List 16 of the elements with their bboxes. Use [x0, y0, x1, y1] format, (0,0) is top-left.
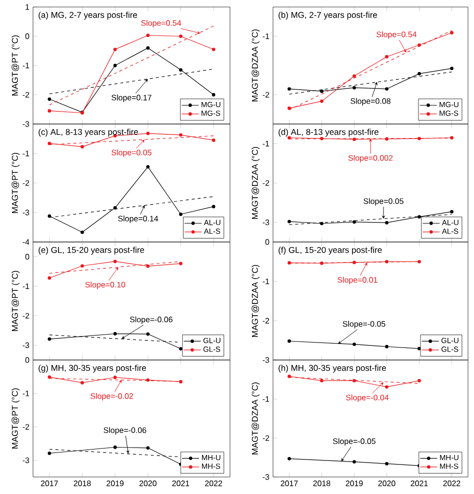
- text: (d) AL, 8-13 years post-fire: [278, 128, 378, 137]
- text: (c) AL, 8-13 years post-fire: [38, 128, 138, 137]
- text: (a) MG, 2-7 years post-fire: [38, 12, 138, 20]
- y-axis-title: MAGT@DZAA (°C): [252, 264, 260, 337]
- text: (f) GL, 15-20 years post-fire: [278, 246, 382, 255]
- y-axis-title: MAGT@PT (°C): [12, 35, 20, 96]
- y-axis-title: MAGT@PT (°C): [12, 270, 20, 331]
- y-axis-title: MAGT@DZAA (°C): [252, 146, 260, 219]
- y-axis-title: MAGT@DZAA (°C): [252, 382, 260, 454]
- y-axis-title: MAGT@PT (°C): [12, 388, 20, 448]
- text: (b) MG, 2-7 years post-fire: [278, 12, 377, 20]
- y-axis-title: MAGT@DZAA (°C): [252, 29, 260, 102]
- y-axis-title: MAGT@PT (°C): [12, 152, 20, 213]
- text: (e) GL, 15-20 years post-fire: [38, 246, 144, 255]
- text: (g) MH, 30-35 years post-fire: [38, 364, 146, 373]
- text: (h) MH, 30-35 years post-fire: [278, 364, 386, 373]
